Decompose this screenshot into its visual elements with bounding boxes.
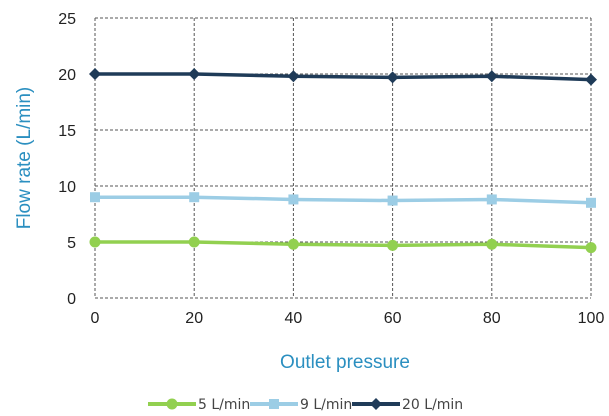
data-point-series-2 (288, 194, 299, 205)
data-point-series-2 (387, 195, 398, 206)
grid-layer (94, 17, 592, 299)
series-layer (89, 68, 597, 254)
y-tick-label: 10 (58, 179, 76, 196)
data-point-series-1 (387, 239, 399, 251)
data-point-series-3 (386, 71, 399, 84)
data-point-series-2 (189, 192, 200, 203)
data-point-series-1 (486, 238, 498, 250)
data-point-series-1 (188, 236, 200, 248)
data-point-series-3 (287, 70, 300, 83)
legend-label-3: 20 L/min (402, 397, 463, 413)
x-tick-label: 20 (185, 310, 203, 327)
data-point-series-2 (586, 197, 596, 208)
legend: 5 L/min 9 L/min 20 L/min (148, 397, 463, 413)
x-tick-label: 80 (483, 310, 501, 327)
y-tick-label: 25 (58, 11, 76, 28)
x-tick-label: 0 (91, 310, 100, 327)
data-point-series-3 (89, 68, 101, 80)
x-axis-title: Outlet pressure (280, 352, 410, 373)
legend-marker-3 (370, 398, 382, 410)
legend-marker-2 (269, 399, 279, 409)
y-tick-label: 20 (58, 67, 76, 84)
data-point-series-3 (188, 68, 201, 80)
y-tick-label: 15 (58, 123, 76, 140)
data-point-series-3 (585, 73, 597, 86)
legend-label-1: 5 L/min (198, 397, 250, 413)
x-tick-label: 40 (285, 310, 303, 327)
legend-marker-1 (166, 398, 178, 410)
axis-layer: 0 5 10 15 20 25 0 20 40 60 80 100 (58, 11, 604, 327)
series-line-2 (95, 195, 592, 205)
y-tick-label: 5 (67, 235, 76, 252)
x-tick-label: 100 (578, 310, 605, 327)
series-line-1 (95, 240, 592, 250)
series-line-3 (95, 72, 592, 82)
data-point-series-2 (486, 194, 497, 205)
data-point-series-3 (485, 70, 498, 83)
data-point-series-1 (585, 242, 597, 254)
y-tick-label: 0 (67, 291, 76, 308)
data-point-series-2 (90, 192, 100, 203)
legend-label-2: 9 L/min (300, 397, 352, 413)
data-point-series-1 (287, 238, 299, 250)
data-point-series-1 (89, 236, 101, 248)
y-axis-title: Flow rate (L/min) (14, 87, 35, 230)
x-tick-label: 60 (384, 310, 402, 327)
